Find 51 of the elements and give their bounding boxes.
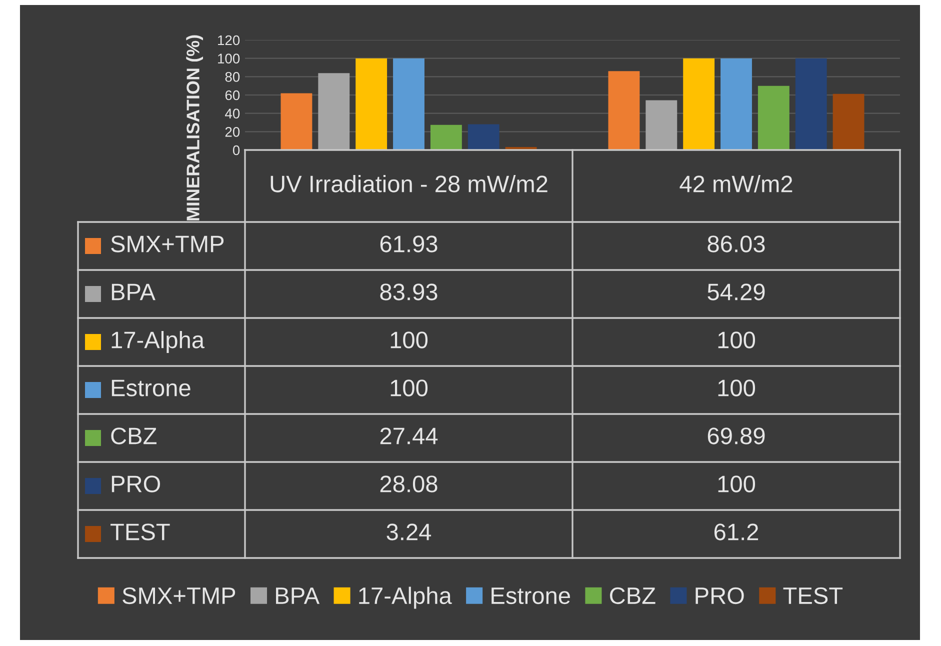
y-tick-label: 80: [225, 72, 240, 82]
text: BPA: [276, 588, 320, 604]
data-label: 100: [390, 380, 428, 396]
text: PRO: [112, 476, 160, 492]
data-label: 28.08: [380, 476, 438, 492]
y-axis-title: MINERALISATION (%): [186, 35, 203, 220]
y-tick-label: 40: [225, 108, 240, 119]
data-label: 100: [390, 332, 428, 348]
legend-label: PRO: [696, 587, 744, 604]
y-tick-label: 100: [218, 54, 240, 64]
data-label: 61.2: [714, 524, 758, 540]
text: 17-Alpha: [359, 586, 452, 609]
bar: [318, 73, 350, 150]
legend-label: 17-Alpha: [112, 330, 205, 354]
legend-label: CBZ: [111, 428, 156, 444]
data-label: 100: [718, 380, 756, 396]
bar: [356, 58, 388, 150]
y-tick-label: 20: [225, 127, 240, 137]
x-tick-label: UV Irradiation - 28 mW/m2: [270, 174, 548, 192]
legend-label: Estrone: [112, 380, 190, 396]
text: Estrone: [492, 588, 570, 604]
data-label: 3.24: [386, 524, 432, 540]
data-label: 100: [718, 332, 756, 348]
bar: [720, 58, 752, 150]
legend-label: BPA: [112, 284, 156, 300]
bar: [832, 94, 864, 150]
legend-label: TEST: [783, 587, 843, 604]
bar: [758, 86, 790, 150]
text: SMX+TMP: [122, 587, 236, 604]
y-tick-label: 120: [218, 35, 240, 46]
data-label: 69.89: [708, 428, 765, 444]
data-label: 61.93: [380, 236, 438, 252]
data-label: 54.29: [708, 284, 765, 300]
bar: [430, 124, 462, 150]
data-label: 27.44: [380, 428, 438, 444]
data-label: 86.03: [708, 236, 765, 252]
bar: [280, 93, 312, 150]
text: CBZ: [610, 587, 656, 604]
data-label: 100: [718, 476, 756, 492]
y-tick-label: 60: [225, 90, 240, 100]
data-label: 83.93: [380, 284, 438, 300]
text: TEST: [110, 524, 170, 540]
bar: [608, 71, 640, 150]
bar: [683, 58, 715, 150]
x-tick-label: 42 mW/m2: [680, 174, 792, 192]
bar: [468, 124, 500, 150]
y-tick-label: 0: [232, 145, 240, 156]
bar: [393, 58, 424, 150]
bar: [646, 100, 678, 150]
legend-label: SMX+TMP: [111, 236, 224, 252]
bar: [795, 58, 827, 150]
